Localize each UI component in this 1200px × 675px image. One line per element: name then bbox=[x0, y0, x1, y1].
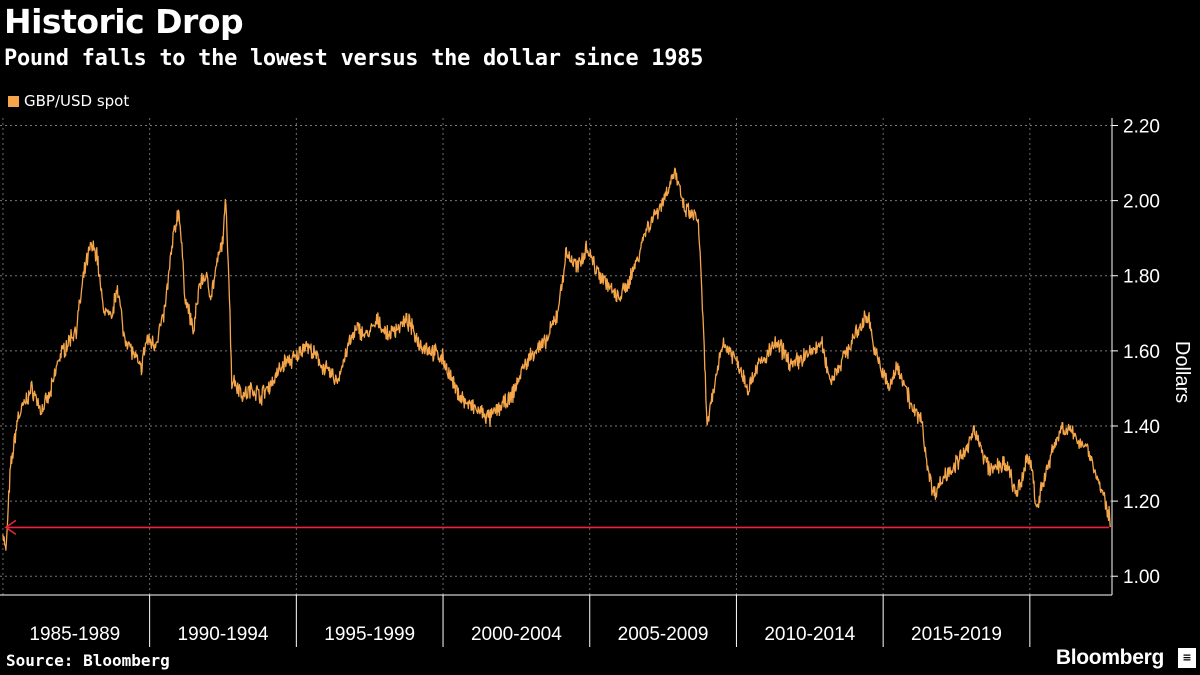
brand-logo: Bloomberg bbox=[1055, 646, 1164, 669]
y-tick-label: 1.40 bbox=[1123, 417, 1160, 438]
series-layer bbox=[2, 167, 1111, 551]
legend-swatch bbox=[8, 95, 19, 107]
legend: GBP/USD spot bbox=[8, 92, 129, 110]
series-line-gbpusd bbox=[2, 167, 1111, 551]
chart-title: Historic Drop bbox=[4, 2, 244, 41]
y-tick-label: 1.20 bbox=[1123, 492, 1160, 513]
chart-subtitle: Pound falls to the lowest versus the dol… bbox=[4, 46, 704, 71]
y-tick-label: 2.00 bbox=[1123, 192, 1160, 213]
source-note: Source: Bloomberg bbox=[6, 651, 170, 670]
x-tick-label: 1990-1994 bbox=[178, 624, 269, 645]
x-tick-label: 1985-1989 bbox=[29, 624, 120, 645]
x-tick-label: 2005-2009 bbox=[618, 624, 709, 645]
legend-label: GBP/USD spot bbox=[24, 92, 130, 110]
axes: 1.00 1.20 1.40 1.60 1.80 2.00 2.20 1985-1989 199… bbox=[0, 117, 1160, 647]
y-tick-label: 1.80 bbox=[1123, 267, 1160, 288]
y-axis-label: Dollars bbox=[1171, 341, 1193, 403]
arrow-head-icon bbox=[4, 519, 17, 536]
grid-lines bbox=[0, 118, 1112, 595]
y-tick-label: 1.00 bbox=[1123, 567, 1160, 588]
x-tick-label: 2000-2004 bbox=[471, 624, 562, 645]
y-tick-label: 1.60 bbox=[1123, 342, 1160, 363]
y-tick-label: 2.20 bbox=[1123, 117, 1160, 138]
annotation-layer bbox=[4, 519, 1110, 536]
x-tick-label: 2015-2019 bbox=[911, 624, 1002, 645]
x-tick-label: 2010-2014 bbox=[764, 624, 855, 645]
brand-badge-icon: ≡ bbox=[1178, 648, 1196, 668]
x-tick-label: 1995-1999 bbox=[324, 624, 415, 645]
